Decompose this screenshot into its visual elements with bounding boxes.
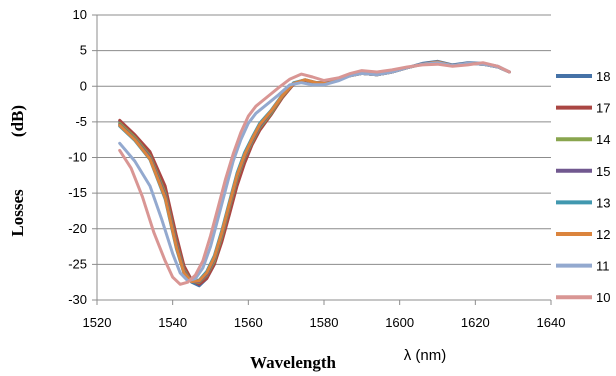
y-tick-label: -30 — [68, 292, 87, 307]
y-axis-title-unit: (dB) — [8, 105, 27, 137]
x-tick-label: 1520 — [83, 315, 112, 330]
y-tick-label: -15 — [68, 185, 87, 200]
x-tick-label: 1620 — [461, 315, 490, 330]
x-axis-title-unit: λ (nm) — [404, 347, 447, 364]
y-tick-label: -5 — [75, 114, 87, 129]
x-tick-label: 1600 — [385, 315, 414, 330]
legend-label-11: 11 — [596, 259, 610, 274]
y-tick-label: 10 — [73, 7, 87, 22]
y-tick-label: 5 — [80, 43, 87, 58]
x-tick-label: 1560 — [234, 315, 263, 330]
series-lines — [118, 59, 511, 288]
y-tick-label: -10 — [68, 150, 87, 165]
y-tick-label: 0 — [80, 78, 87, 93]
x-tick-label: 1540 — [158, 315, 187, 330]
x-axis-title-main: Wavelength — [250, 353, 336, 372]
y-axis-title-main: Losses — [8, 189, 27, 237]
y-tick-label: -20 — [68, 221, 87, 236]
legend-label-17: 17 — [596, 101, 610, 116]
legend-label-15: 15 — [596, 164, 610, 179]
series-line-12 — [118, 60, 511, 283]
y-tick-label: -25 — [68, 256, 87, 271]
series-line-10 — [118, 61, 511, 286]
legend-label-14: 14 — [596, 132, 610, 147]
y-axis-ticks: 10 5 0 -5 -10 -15 -20 -25 -30 — [68, 7, 97, 307]
x-tick-label: 1640 — [537, 315, 566, 330]
legend: 18 17 14 15 13 12 11 10 — [556, 69, 610, 305]
x-tick-label: 1580 — [310, 315, 339, 330]
x-axis-ticks: 1520 1540 1560 1580 1600 1620 1640 — [83, 300, 566, 330]
legend-label-12: 12 — [596, 227, 610, 242]
legend-label-10: 10 — [596, 290, 610, 305]
legend-label-18: 18 — [596, 69, 610, 84]
legend-label-13: 13 — [596, 195, 610, 210]
